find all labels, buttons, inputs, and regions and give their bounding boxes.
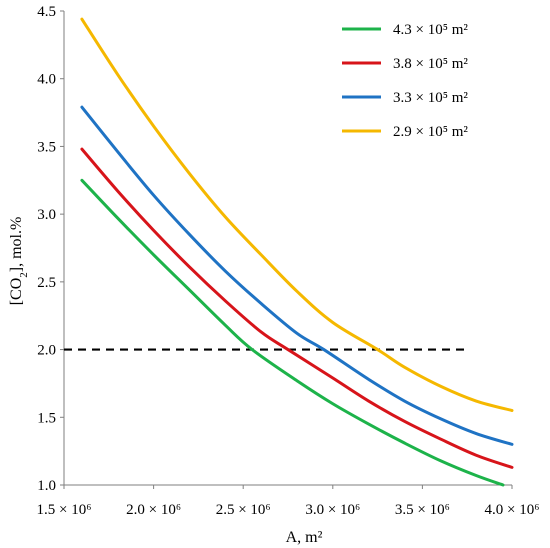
tick-label-layer: 1.0 1.5 2.0 2.5 3.0 3.5 4.0 4.5 1.5 × 10⁶ 2.0 × 1… — [37, 4, 540, 518]
legend: 4.3 × 10⁵ m² 3.8 × 10⁵ m² 3.3 × 10⁵ m² 2.9 … — [342, 22, 468, 140]
legend-label: 3.8 × 10⁵ m² — [393, 56, 468, 72]
y-axis-title-main: [CO — [8, 278, 25, 306]
y-tick-label: 1.5 — [37, 410, 56, 426]
x-tick-label: 2.5 × 10⁶ — [216, 502, 271, 518]
series-layer — [80, 17, 514, 487]
y-tick-label: 3.5 — [37, 139, 56, 155]
legend-label: 4.3 × 10⁵ m² — [393, 22, 468, 38]
axes-layer — [60, 10, 513, 489]
y-tick-label: 3.0 — [37, 207, 56, 223]
y-tick-label: 2.0 — [37, 343, 56, 359]
y-axis-title-tail: ], mol.% — [8, 217, 25, 273]
y-axis-title-subscript: 2 — [18, 272, 30, 278]
x-axis-title: A, m² — [286, 529, 323, 546]
x-tick-label: 2.0 × 10⁶ — [126, 502, 181, 518]
y-tick-label: 1.0 — [37, 478, 56, 494]
legend-label: 3.3 × 10⁵ m² — [393, 90, 468, 106]
series-line-4 — [80, 17, 514, 413]
y-tick-label: 2.5 — [37, 275, 56, 291]
y-axis-title: [CO2], mol.% — [8, 217, 30, 306]
series-line-1 — [80, 178, 505, 487]
y-tick-label: 4.5 — [37, 4, 56, 20]
x-tick-label: 3.5 × 10⁶ — [395, 502, 450, 518]
x-tick-label: 4.0 × 10⁶ — [485, 502, 540, 518]
legend-label: 2.9 × 10⁵ m² — [393, 124, 468, 140]
series-line-3 — [80, 105, 514, 446]
series-line-2 — [80, 147, 514, 469]
x-tick-label: 3.0 × 10⁶ — [305, 502, 360, 518]
y-tick-label: 4.0 — [37, 72, 56, 88]
x-tick-label: 1.5 × 10⁶ — [37, 502, 92, 518]
